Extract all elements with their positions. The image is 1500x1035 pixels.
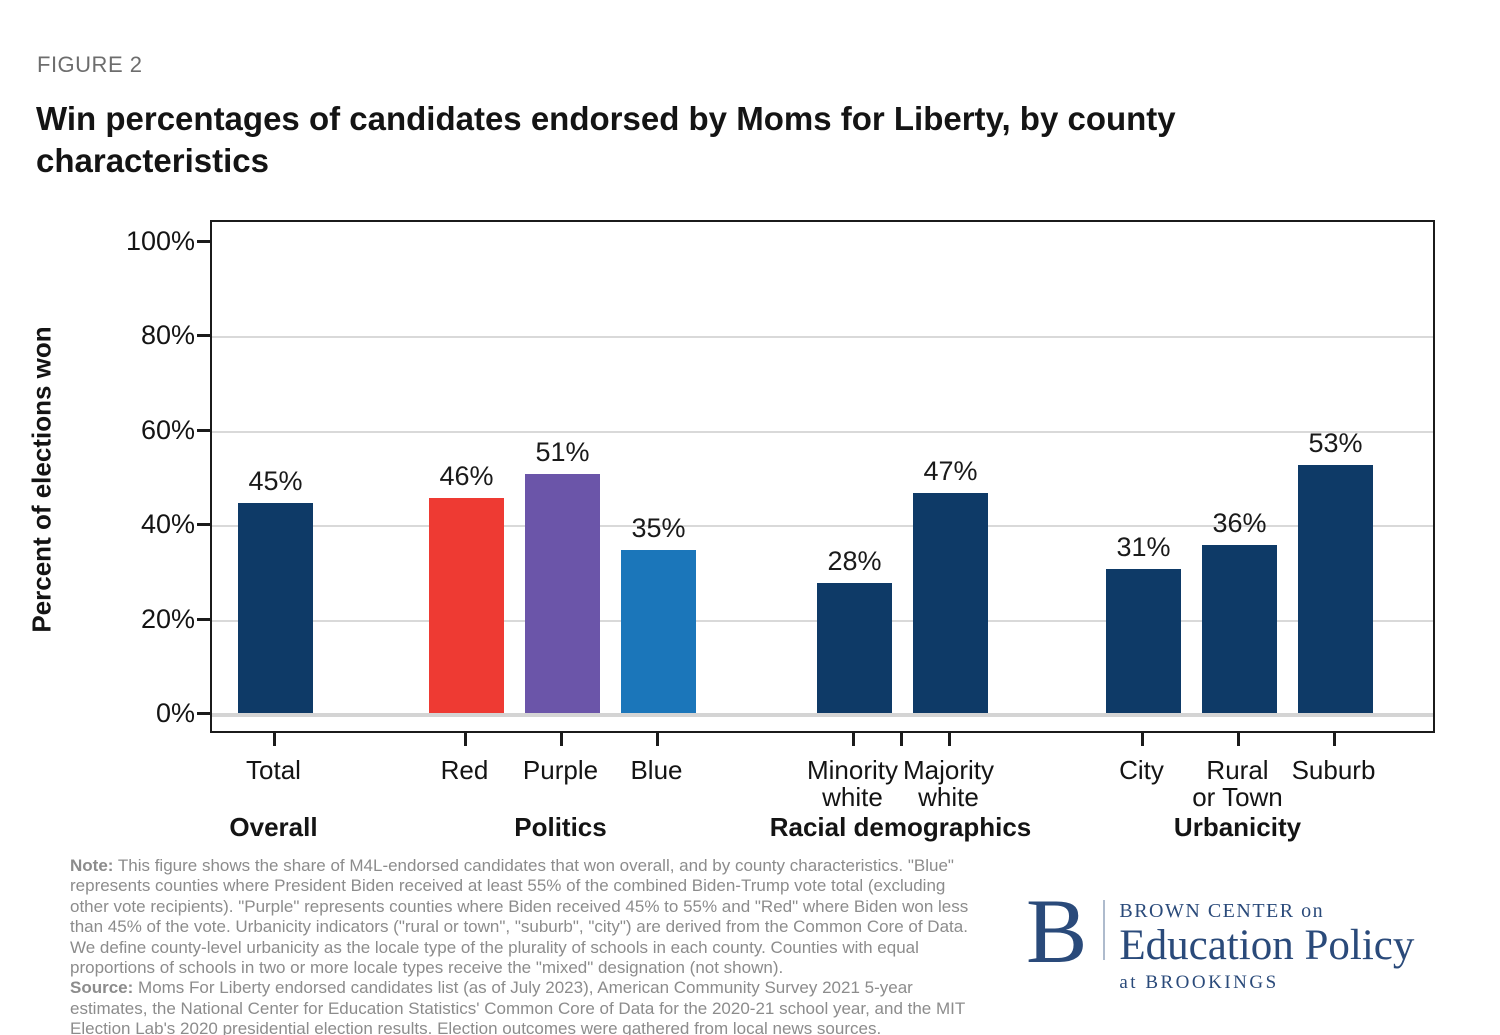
x-tick-mark-purple: [559, 733, 563, 746]
logo-line-at-brookings: at BROOKINGS: [1119, 972, 1279, 994]
x-category-label-majority-white: Majority white: [902, 755, 994, 813]
x-category-label-suburb: Suburb: [1291, 755, 1376, 785]
bar-value-label-minority-white: 28%: [827, 546, 882, 576]
y-tick-label-20: 20%: [140, 603, 195, 634]
bar-value-label-total: 45%: [248, 466, 303, 496]
y-tick-label-40: 40%: [140, 509, 195, 540]
x-category-label-rural-or-town: Rural or Town: [1192, 755, 1283, 813]
logo-line-brown-center: BROWN CENTER on: [1119, 900, 1325, 922]
x-tick-mark-red: [463, 733, 467, 746]
bar-value-label-blue: 35%: [631, 513, 686, 543]
bar-value-label-purple: 51%: [535, 437, 590, 467]
bar-minority-white: [817, 583, 892, 715]
figure-label: FIGURE 2: [37, 52, 143, 77]
y-tick-label-100: 100%: [125, 226, 195, 256]
x-tick-mark-suburb: [1332, 733, 1336, 746]
bar-red: [429, 498, 504, 715]
y-axis-title: Percent of elections won: [26, 326, 57, 633]
y-tick-mark-40: [197, 523, 210, 527]
y-tick-label-80: 80%: [140, 320, 195, 351]
bar-value-label-rural-or-town: 36%: [1212, 508, 1267, 538]
x-category-label-red: Red: [440, 755, 489, 785]
x-group-label-racial-demographics: Racial demographics: [769, 812, 1032, 842]
y-tick-mark-0: [197, 712, 210, 715]
note-paragraph: Note: This figure shows the share of M4L…: [70, 856, 985, 978]
bar-value-label-city: 31%: [1116, 532, 1171, 562]
bar-blue: [621, 550, 696, 715]
bar-purple: [525, 474, 600, 715]
x-tick-mark-minority-white: [851, 733, 855, 746]
logo-text: BROWN CENTER on Education Policy at BROO…: [1119, 894, 1414, 994]
brookings-logo: B BROWN CENTER on Education Policy at BR…: [1026, 880, 1476, 994]
bar-suburb: [1298, 465, 1373, 715]
y-tick-mark-60: [197, 428, 210, 432]
bar-rural-or-town: [1202, 545, 1277, 715]
brookings-b-mark: B: [1026, 880, 1088, 982]
x-category-label-purple: Purple: [522, 755, 599, 785]
x-tick-mark-boundary: [899, 733, 903, 746]
y-tick-mark-100: [197, 240, 210, 243]
logo-divider: [1103, 900, 1106, 960]
x-tick-mark-city: [1140, 733, 1144, 746]
chart-title: Win percentages of candidates endorsed b…: [36, 100, 1176, 180]
x-group-label-politics: Politics: [514, 812, 607, 842]
bar-value-label-red: 46%: [439, 461, 494, 491]
y-tick-label-60: 60%: [140, 414, 195, 445]
bar-value-label-majority-white: 47%: [923, 456, 978, 486]
y-tick-mark-80: [197, 334, 210, 338]
gridline-80: [212, 336, 1433, 339]
x-category-label-city: City: [1119, 755, 1164, 785]
x-group-label-urbanicity: Urbanicity: [1173, 812, 1302, 842]
source-label: Source:: [70, 978, 134, 998]
note-text: This figure shows the share of M4L-endor…: [70, 856, 969, 978]
x-tick-mark-blue: [655, 733, 659, 746]
x-tick-mark-total: [272, 733, 276, 746]
x-tick-mark-majority-white: [947, 733, 951, 746]
bar-total: [238, 503, 313, 715]
bar-value-label-suburb: 53%: [1308, 428, 1363, 458]
bar-city: [1106, 569, 1181, 715]
notes-block: Note: This figure shows the share of M4L…: [70, 856, 985, 1035]
x-tick-mark-rural-or-town: [1236, 733, 1240, 746]
x-group-label-overall: Overall: [229, 812, 318, 842]
x-category-label-total: Total: [246, 755, 301, 785]
source-text: Moms For Liberty endorsed candidates lis…: [70, 978, 965, 1035]
gridline-60: [212, 430, 1433, 433]
x-category-label-minority-white: Minority white: [806, 755, 898, 813]
y-tick-mark-20: [197, 617, 210, 621]
y-tick-label-0: 0%: [155, 698, 195, 728]
bar-majority-white: [913, 493, 988, 715]
plot-area: 45% 46% 51% 35% 28% 47% 31% 36% 53%: [210, 220, 1435, 733]
x-category-label-blue: Blue: [630, 755, 683, 785]
source-paragraph: Source: Moms For Liberty endorsed candid…: [70, 978, 985, 1035]
note-label: Note:: [70, 856, 114, 875]
logo-line-education-policy: Education Policy: [1119, 922, 1415, 969]
gridline-40: [212, 525, 1433, 528]
gridline-0: [212, 713, 1433, 717]
